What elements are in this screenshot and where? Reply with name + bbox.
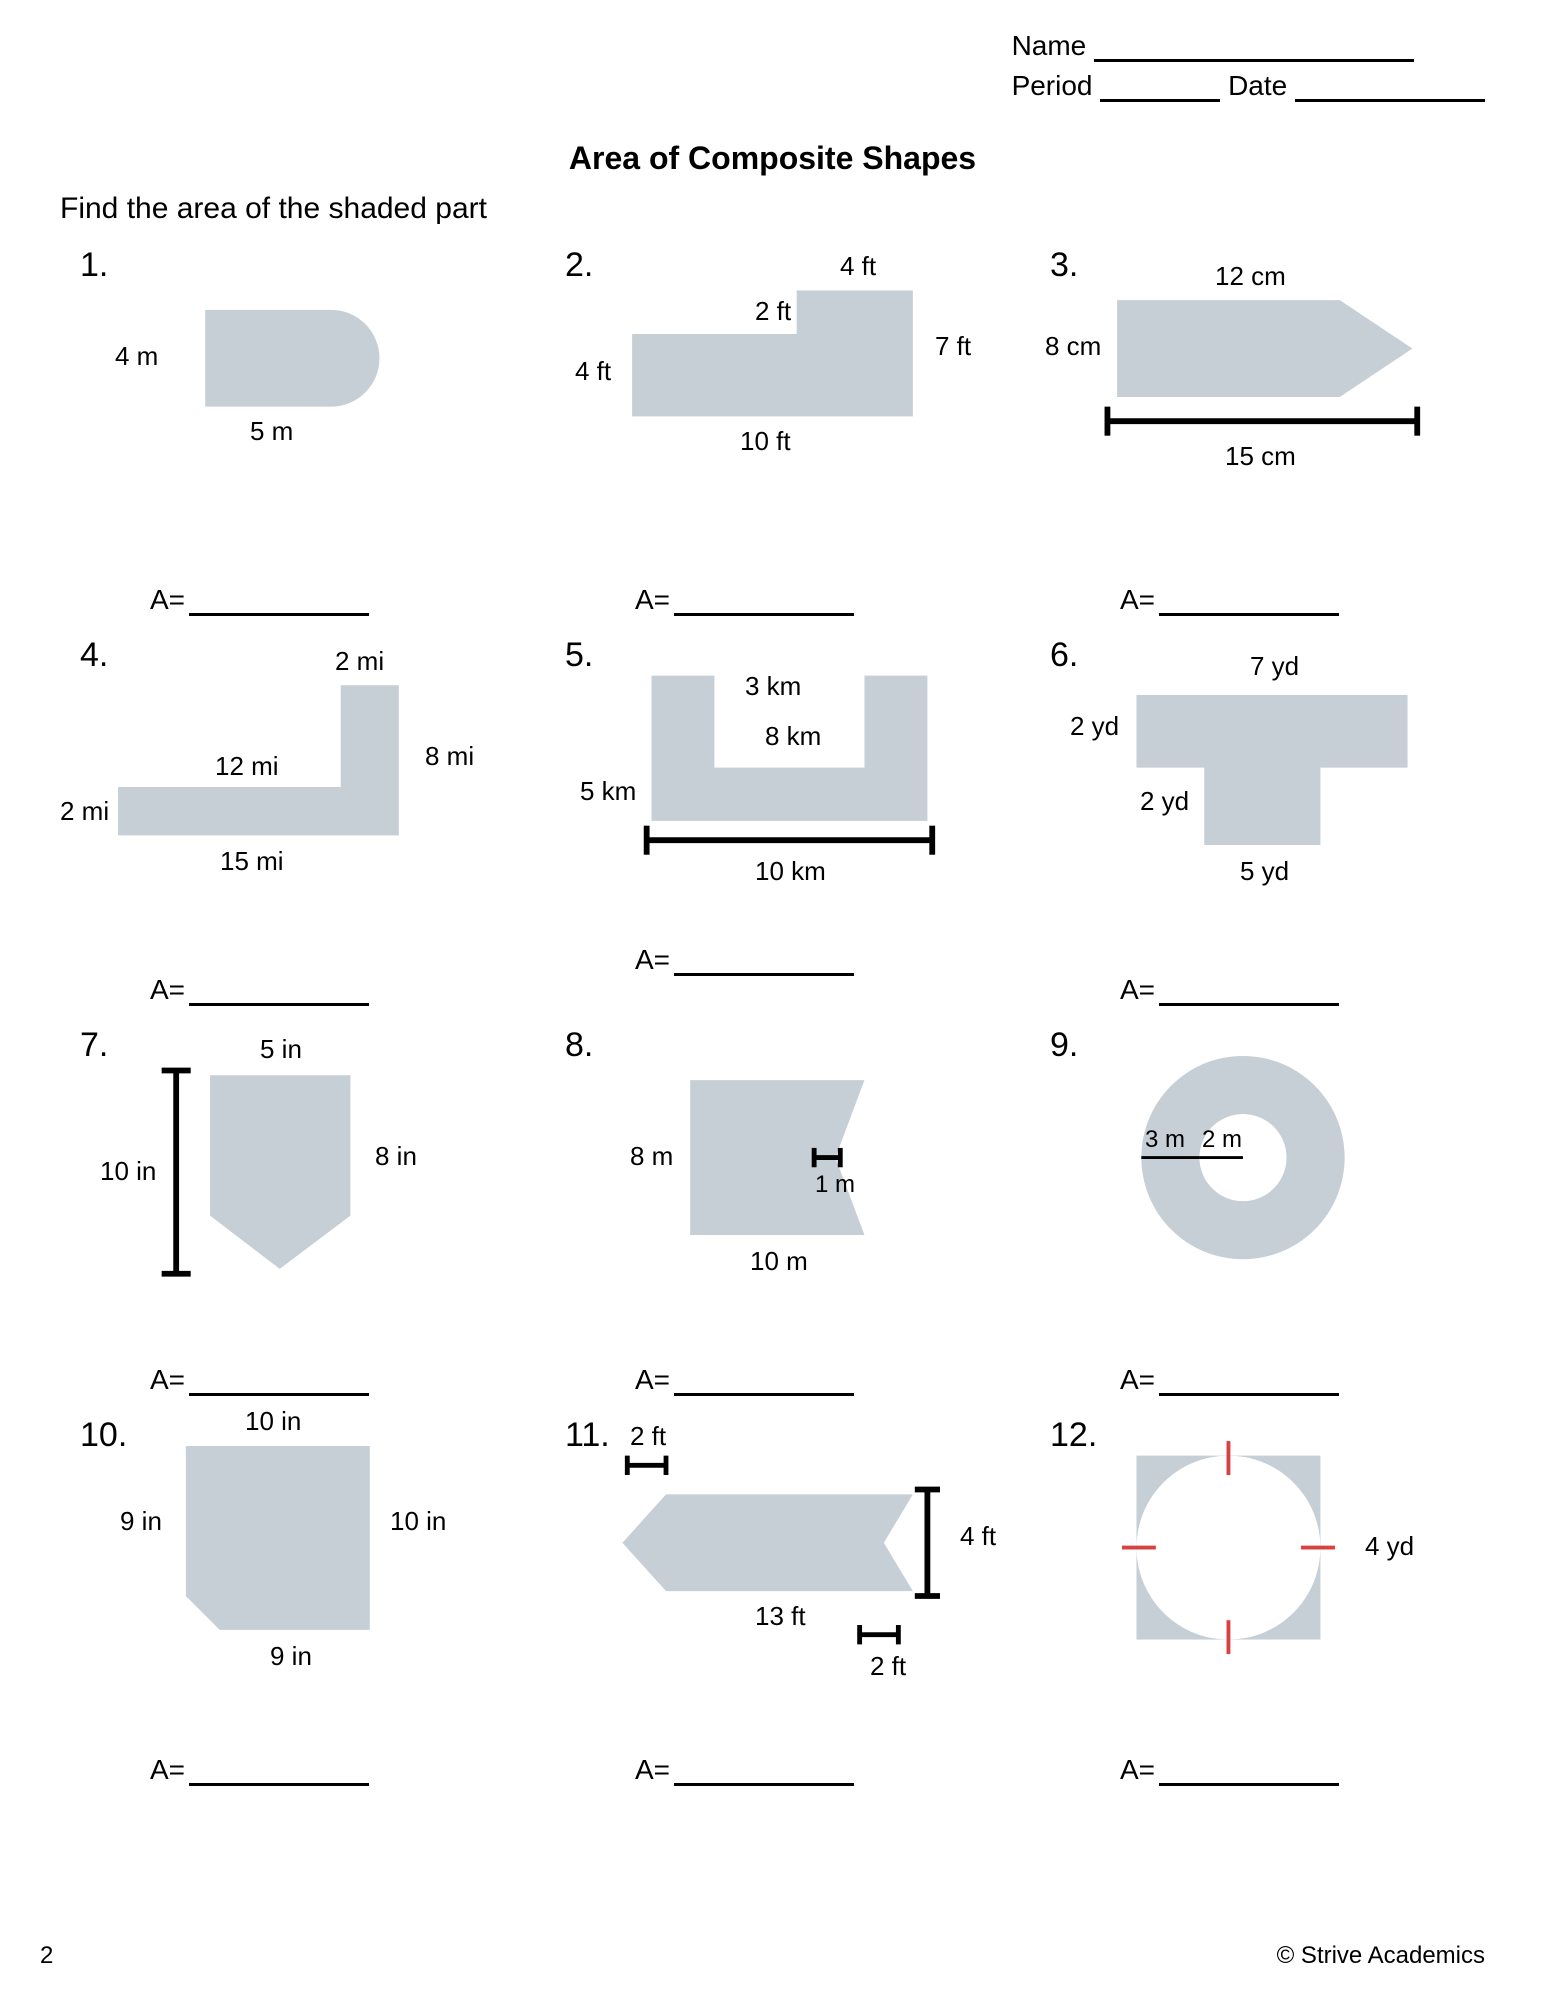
answer-blank[interactable] bbox=[674, 1755, 854, 1786]
dim-top: 12 cm bbox=[1215, 261, 1286, 292]
problem-10: 10. 10 in 9 in 10 in 9 in A= bbox=[60, 1406, 515, 1786]
dim-right: 8 in bbox=[375, 1141, 417, 1172]
dim-left: 4 m bbox=[115, 341, 158, 372]
dim-right: 8 mi bbox=[425, 741, 474, 772]
shape-4 bbox=[60, 626, 515, 1006]
dim-inner: 2 m bbox=[1202, 1126, 1242, 1154]
answer-blank[interactable] bbox=[189, 975, 369, 1006]
dim-top: 2 ft bbox=[630, 1421, 666, 1452]
shape-8 bbox=[545, 1016, 1000, 1396]
answer-label: A= bbox=[635, 584, 670, 615]
problem-12: 12. 4 yd A= bbox=[1030, 1406, 1485, 1786]
problem-2: 2. 4 ft 2 ft 4 ft 7 ft 10 ft A= bbox=[545, 236, 1000, 616]
dim-left: 4 ft bbox=[575, 356, 611, 387]
shape-3 bbox=[1030, 236, 1485, 616]
dim-left: 8 cm bbox=[1045, 331, 1101, 362]
answer-blank[interactable] bbox=[674, 1365, 854, 1396]
dim-bottom: 10 ft bbox=[740, 426, 791, 457]
dim-top: 2 mi bbox=[335, 646, 384, 677]
problem-5: 5. 3 km 8 km 5 km 10 km A= bbox=[545, 626, 1000, 1006]
dim-right: 4 ft bbox=[960, 1521, 996, 1552]
header-fields: Name Period Date bbox=[1012, 30, 1485, 110]
dim-right: 4 yd bbox=[1365, 1531, 1414, 1562]
instructions: Find the area of the shaded part bbox=[60, 192, 1485, 226]
page-number: 2 bbox=[40, 1942, 53, 1970]
dim-bottom: 10 km bbox=[755, 856, 826, 887]
answer-label: A= bbox=[635, 944, 670, 975]
dim-left: 5 km bbox=[580, 776, 636, 807]
period-label: Period bbox=[1012, 70, 1093, 101]
page-title: Area of Composite Shapes bbox=[60, 140, 1485, 177]
problem-9: 9. 3 m 2 m A= bbox=[1030, 1016, 1485, 1396]
dim-mid: 12 mi bbox=[215, 751, 279, 782]
dim-bottom: 10 m bbox=[750, 1246, 808, 1277]
answer-label: A= bbox=[1120, 1754, 1155, 1785]
answer-label: A= bbox=[635, 1364, 670, 1395]
problem-1: 1. 4 m 5 m A= bbox=[60, 236, 515, 616]
date-blank[interactable] bbox=[1295, 71, 1485, 102]
copyright: © Strive Academics bbox=[1277, 1942, 1485, 1970]
shape-12 bbox=[1030, 1406, 1485, 1786]
shape-9 bbox=[1030, 1016, 1485, 1396]
dim-bottom: 15 mi bbox=[220, 846, 284, 877]
name-label: Name bbox=[1012, 30, 1087, 61]
dim-notch: 1 m bbox=[815, 1171, 855, 1199]
dim-notch: 2 ft bbox=[870, 1651, 906, 1682]
problem-8: 8. 8 m 1 m 10 m A= bbox=[545, 1016, 1000, 1396]
date-label: Date bbox=[1228, 70, 1287, 101]
answer-blank[interactable] bbox=[1159, 585, 1339, 616]
period-blank[interactable] bbox=[1100, 71, 1220, 102]
answer-blank[interactable] bbox=[674, 585, 854, 616]
dim-left: 2 mi bbox=[60, 796, 109, 827]
answer-label: A= bbox=[1120, 1364, 1155, 1395]
shape-10 bbox=[60, 1406, 515, 1786]
dim-bottom: 5 yd bbox=[1240, 856, 1289, 887]
dim-top: 7 yd bbox=[1250, 651, 1299, 682]
answer-blank[interactable] bbox=[674, 945, 854, 976]
dim-mid: 2 ft bbox=[755, 296, 791, 327]
dim-left: 10 in bbox=[100, 1156, 156, 1187]
answer-label: A= bbox=[1120, 974, 1155, 1005]
shape-7 bbox=[60, 1016, 515, 1396]
dim-mid: 8 km bbox=[765, 721, 821, 752]
dim-lefttop: 2 yd bbox=[1070, 711, 1119, 742]
answer-blank[interactable] bbox=[189, 585, 369, 616]
name-blank[interactable] bbox=[1094, 31, 1414, 62]
dim-bottom: 13 ft bbox=[755, 1601, 806, 1632]
answer-blank[interactable] bbox=[1159, 975, 1339, 1006]
dim-right: 7 ft bbox=[935, 331, 971, 362]
problem-3: 3. 12 cm 8 cm 15 cm A= bbox=[1030, 236, 1485, 616]
answer-label: A= bbox=[635, 1754, 670, 1785]
shape-11 bbox=[545, 1406, 1000, 1786]
answer-label: A= bbox=[150, 1364, 185, 1395]
dim-top: 4 ft bbox=[840, 251, 876, 282]
problem-7: 7. 5 in 10 in 8 in A= bbox=[60, 1016, 515, 1396]
problem-6: 6. 7 yd 2 yd 2 yd 5 yd A= bbox=[1030, 626, 1485, 1006]
answer-blank[interactable] bbox=[189, 1365, 369, 1396]
answer-label: A= bbox=[150, 584, 185, 615]
problem-11: 11. 2 ft 4 ft 13 ft 2 ft bbox=[545, 1406, 1000, 1786]
answer-label: A= bbox=[1120, 584, 1155, 615]
answer-blank[interactable] bbox=[1159, 1755, 1339, 1786]
dim-left: 9 in bbox=[120, 1506, 162, 1537]
dim-bottom: 15 cm bbox=[1225, 441, 1296, 472]
dim-left: 8 m bbox=[630, 1141, 673, 1172]
problem-4: 4. 2 mi 12 mi 8 mi 2 mi 15 mi A= bbox=[60, 626, 515, 1006]
dim-top: 10 in bbox=[245, 1406, 301, 1437]
dim-bottom: 5 m bbox=[250, 416, 293, 447]
dim-top: 3 km bbox=[745, 671, 801, 702]
dim-top: 5 in bbox=[260, 1034, 302, 1065]
answer-blank[interactable] bbox=[1159, 1365, 1339, 1396]
problem-grid: 1. 4 m 5 m A= 2. 4 ft 2 ft 4 ft 7 ft bbox=[60, 236, 1485, 1786]
dim-outer: 3 m bbox=[1145, 1126, 1185, 1154]
answer-blank[interactable] bbox=[189, 1755, 369, 1786]
dim-right: 10 in bbox=[390, 1506, 446, 1537]
answer-label: A= bbox=[150, 1754, 185, 1785]
answer-label: A= bbox=[150, 974, 185, 1005]
dim-bottom: 9 in bbox=[270, 1641, 312, 1672]
shape-6 bbox=[1030, 626, 1485, 1006]
dim-leftbot: 2 yd bbox=[1140, 786, 1189, 817]
